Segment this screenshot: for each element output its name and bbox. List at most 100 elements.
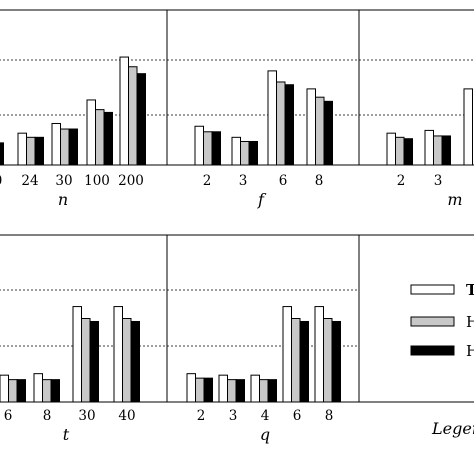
bar-T-1 <box>218 374 228 403</box>
bar-H1-4 <box>128 66 138 166</box>
tick-label: 24 <box>21 173 38 189</box>
bar-H2-4 <box>331 320 341 403</box>
bar-H2-3 <box>299 320 309 403</box>
bar-T-2 <box>250 374 260 403</box>
tick-label: 3 <box>229 408 238 424</box>
bar-T-2 <box>267 70 277 166</box>
chart-panel-m: 2 3m <box>358 9 474 209</box>
bar-T-3 <box>282 306 292 403</box>
bar-H1-1 <box>26 136 36 166</box>
bar-H2-1 <box>34 136 44 166</box>
bar-H1-1 <box>433 135 443 166</box>
tick-label: 40 <box>118 408 135 424</box>
tick-label: 8 <box>325 408 334 424</box>
bar-T-3 <box>72 306 82 403</box>
bar-H1-2 <box>60 128 70 166</box>
chart-panel-t: 6 8 30 40 t <box>0 234 168 444</box>
chart-panel-n: 0 24 30 100 200 n <box>0 9 168 209</box>
bar-H1-2 <box>276 81 286 166</box>
tick-label: 8 <box>43 408 52 424</box>
bar-T-4 <box>119 56 129 166</box>
bar-T-2 <box>463 88 473 166</box>
panel-frame <box>358 9 474 166</box>
tick-label: 3 <box>434 173 443 189</box>
bar-H2-3 <box>103 111 113 166</box>
bar-H2-0 <box>403 138 413 166</box>
bar-H1-1 <box>8 379 18 403</box>
bar-H1-4 <box>323 318 333 403</box>
bar-H2-0 <box>0 142 4 166</box>
bar-T-1 <box>17 132 27 166</box>
tick-label: 2 <box>397 173 406 189</box>
axis-label-t: t <box>63 425 70 444</box>
tick-label: 3 <box>239 173 248 189</box>
bar-H2-0 <box>211 131 221 166</box>
legend-swatch-H2 <box>410 345 455 356</box>
tick-label: 6 <box>279 173 288 189</box>
tick-label: 8 <box>315 173 324 189</box>
bar-T-2 <box>33 373 43 403</box>
legend-frame <box>358 234 474 403</box>
tick-label: 2 <box>197 408 206 424</box>
bar-H1-0 <box>395 136 405 166</box>
bar-H2-3 <box>89 320 99 403</box>
bar-H1-3 <box>81 318 91 403</box>
bar-H2-2 <box>50 379 60 403</box>
bar-H1-4 <box>122 318 132 403</box>
legend-title: Legen <box>431 419 474 438</box>
tick-label: 200 <box>118 173 144 189</box>
tick-label: 2 <box>203 173 212 189</box>
tick-label: 30 <box>55 173 72 189</box>
bar-H1-0 <box>195 377 205 403</box>
tick-label: 4 <box>261 408 270 424</box>
bar-H1-3 <box>95 109 105 166</box>
bar-H2-1 <box>16 379 26 403</box>
bar-T-1 <box>0 374 9 403</box>
bar-H1-3 <box>315 96 325 166</box>
bar-H2-4 <box>136 73 146 166</box>
axis-label-q: q <box>260 425 270 444</box>
bar-H2-1 <box>235 379 245 403</box>
bar-T-2 <box>51 122 61 166</box>
axis-label-f: f <box>257 190 267 209</box>
bar-H1-2 <box>42 379 52 403</box>
bar-T-4 <box>314 306 324 403</box>
legend-swatch-H1 <box>410 316 455 327</box>
bar-H1-1 <box>240 140 250 166</box>
bar-H1-0 <box>203 131 213 166</box>
bar-T-0 <box>186 373 196 403</box>
axis-label-n: n <box>58 190 68 209</box>
legend-label-H2: H <box>466 342 474 360</box>
bar-H2-4 <box>130 320 140 403</box>
bar-T-3 <box>306 88 316 166</box>
bar-T-1 <box>424 129 434 166</box>
bar-H1-3 <box>291 318 301 403</box>
chart-panel-q: 2 3 4 6 8 q <box>166 234 360 444</box>
legend-swatch-T <box>410 284 455 295</box>
chart-panel-f: 2 3 6 8 f <box>166 9 360 209</box>
axis-label-m: m <box>447 190 462 209</box>
bar-T-3 <box>86 99 96 166</box>
tick-label: 0 <box>0 173 2 189</box>
bar-H2-2 <box>68 128 78 166</box>
legend-label-T: T <box>466 281 474 299</box>
bar-T-0 <box>386 132 396 166</box>
tick-label: 6 <box>4 408 13 424</box>
bar-H2-3 <box>323 100 333 166</box>
chart-panels: 02430100200n2368f23m683040t23468q <box>0 9 474 444</box>
bar-H1-1 <box>227 379 237 403</box>
bar-H2-1 <box>248 140 258 166</box>
tick-label: 6 <box>293 408 302 424</box>
legend-label-H1: H <box>466 313 474 331</box>
tick-label: 100 <box>84 173 110 189</box>
bar-H1-2 <box>259 379 269 403</box>
bar-T-0 <box>194 125 204 166</box>
bar-H2-2 <box>284 84 294 166</box>
legend-panel: THHLegen <box>358 234 474 438</box>
tick-label: 30 <box>78 408 95 424</box>
bar-H2-0 <box>203 377 213 403</box>
bar-H2-2 <box>267 379 277 403</box>
bar-H2-1 <box>441 135 451 166</box>
bar-T-4 <box>113 306 123 403</box>
